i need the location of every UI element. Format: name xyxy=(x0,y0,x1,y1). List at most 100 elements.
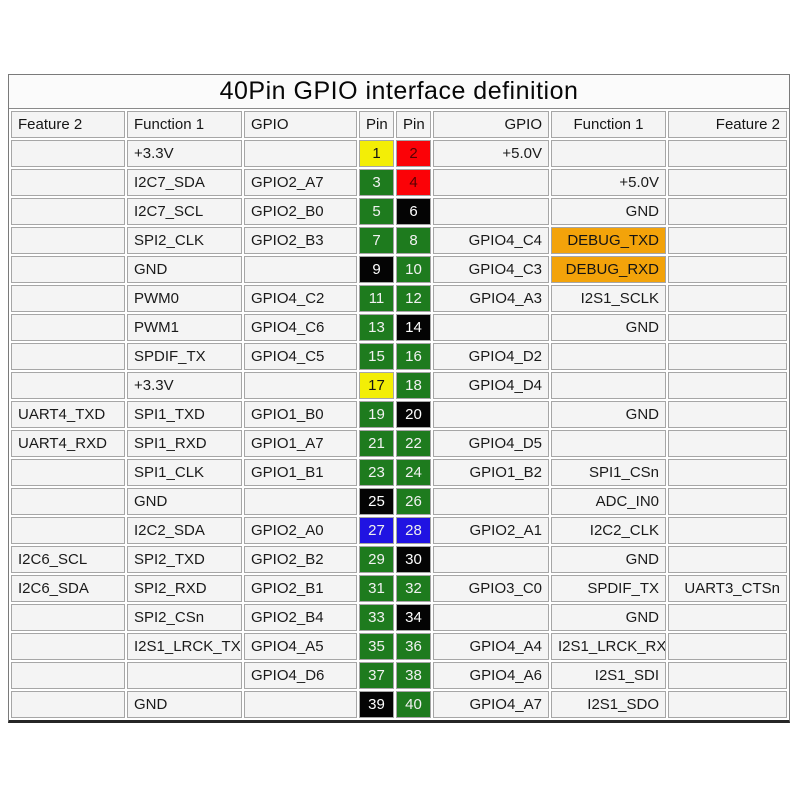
pin-cell-11: 11 xyxy=(359,285,394,312)
gpio-left-cell: GPIO4_C2 xyxy=(244,285,357,312)
pin-row-39-40: GND 39 40 GPIO4_A7 I2S1_SDO xyxy=(11,691,787,718)
gpio-right-cell: +5.0V xyxy=(433,140,549,167)
pin-cell-27: 27 xyxy=(359,517,394,544)
gpio-left-cell: GPIO2_B0 xyxy=(244,198,357,225)
pin-cell-15: 15 xyxy=(359,343,394,370)
pin-cell-37: 37 xyxy=(359,662,394,689)
pinout-grid: Feature 2 Function 1 GPIO Pin Pin GPIO F… xyxy=(9,109,789,720)
pin-cell-14: 14 xyxy=(396,314,431,341)
pin-row-13-14: PWM1 GPIO4_C6 13 14 GND xyxy=(11,314,787,341)
gpio-left-cell: GPIO4_A5 xyxy=(244,633,357,660)
function1-right-cell: SPDIF_TX xyxy=(551,575,666,602)
header-feature2-right: Feature 2 xyxy=(668,111,787,138)
gpio-left-cell: GPIO2_A0 xyxy=(244,517,357,544)
pin-cell-16: 16 xyxy=(396,343,431,370)
function1-left-cell: SPI1_TXD xyxy=(127,401,242,428)
gpio-right-cell xyxy=(433,401,549,428)
feature2-right-cell xyxy=(668,430,787,457)
function1-right-cell: DEBUG_TXD xyxy=(551,227,666,254)
pin-row-3-4: I2C7_SDA GPIO2_A7 3 4 +5.0V xyxy=(11,169,787,196)
gpio-left-cell: GPIO1_B1 xyxy=(244,459,357,486)
feature2-right-cell xyxy=(668,546,787,573)
gpio-right-cell: GPIO4_A4 xyxy=(433,633,549,660)
pin-cell-28: 28 xyxy=(396,517,431,544)
feature2-right-cell xyxy=(668,604,787,631)
feature2-left-cell xyxy=(11,227,125,254)
function1-right-cell: GND xyxy=(551,198,666,225)
pin-cell-22: 22 xyxy=(396,430,431,457)
pin-row-5-6: I2C7_SCL GPIO2_B0 5 6 GND xyxy=(11,198,787,225)
gpio-right-cell: GPIO4_C3 xyxy=(433,256,549,283)
gpio-left-cell xyxy=(244,691,357,718)
function1-right-cell xyxy=(551,372,666,399)
function1-right-cell xyxy=(551,343,666,370)
pin-row-17-18: +3.3V 17 18 GPIO4_D4 xyxy=(11,372,787,399)
pin-cell-2: 2 xyxy=(396,140,431,167)
gpio-left-cell: GPIO4_C6 xyxy=(244,314,357,341)
gpio-left-cell: GPIO1_A7 xyxy=(244,430,357,457)
pin-row-27-28: I2C2_SDA GPIO2_A0 27 28 GPIO2_A1 I2C2_CLK xyxy=(11,517,787,544)
feature2-right-cell xyxy=(668,662,787,689)
function1-left-cell: I2C7_SDA xyxy=(127,169,242,196)
feature2-right-cell: UART3_CTSn xyxy=(668,575,787,602)
feature2-left-cell xyxy=(11,604,125,631)
pin-cell-19: 19 xyxy=(359,401,394,428)
pin-cell-30: 30 xyxy=(396,546,431,573)
gpio-left-cell xyxy=(244,140,357,167)
pin-cell-10: 10 xyxy=(396,256,431,283)
feature2-right-cell xyxy=(668,256,787,283)
pin-row-25-26: GND 25 26 ADC_IN0 xyxy=(11,488,787,515)
function1-right-cell xyxy=(551,430,666,457)
pin-cell-29: 29 xyxy=(359,546,394,573)
gpio-pinout-table: 40Pin GPIO interface definition Feature … xyxy=(8,74,790,723)
feature2-left-cell xyxy=(11,140,125,167)
pin-row-37-38: GPIO4_D6 37 38 GPIO4_A6 I2S1_SDI xyxy=(11,662,787,689)
feature2-left-cell xyxy=(11,256,125,283)
function1-left-cell: PWM1 xyxy=(127,314,242,341)
function1-right-cell xyxy=(551,140,666,167)
pin-row-19-20: UART4_TXD SPI1_TXD GPIO1_B0 19 20 GND xyxy=(11,401,787,428)
pin-cell-25: 25 xyxy=(359,488,394,515)
pin-row-23-24: SPI1_CLK GPIO1_B1 23 24 GPIO1_B2 SPI1_CSn xyxy=(11,459,787,486)
function1-right-cell: GND xyxy=(551,546,666,573)
header-function1-left: Function 1 xyxy=(127,111,242,138)
pin-cell-3: 3 xyxy=(359,169,394,196)
header-function1-right: Function 1 xyxy=(551,111,666,138)
pin-cell-40: 40 xyxy=(396,691,431,718)
function1-left-cell: I2C2_SDA xyxy=(127,517,242,544)
feature2-left-cell xyxy=(11,459,125,486)
function1-left-cell: +3.3V xyxy=(127,372,242,399)
function1-left-cell xyxy=(127,662,242,689)
function1-right-cell: GND xyxy=(551,401,666,428)
pin-cell-21: 21 xyxy=(359,430,394,457)
feature2-left-cell xyxy=(11,198,125,225)
pin-cell-38: 38 xyxy=(396,662,431,689)
pin-cell-5: 5 xyxy=(359,198,394,225)
feature2-right-cell xyxy=(668,227,787,254)
function1-right-cell: GND xyxy=(551,604,666,631)
feature2-right-cell xyxy=(668,314,787,341)
gpio-right-cell xyxy=(433,198,549,225)
pin-cell-36: 36 xyxy=(396,633,431,660)
function1-left-cell: SPI1_CLK xyxy=(127,459,242,486)
pin-cell-35: 35 xyxy=(359,633,394,660)
function1-right-cell: ADC_IN0 xyxy=(551,488,666,515)
gpio-right-cell: GPIO4_A3 xyxy=(433,285,549,312)
pin-row-31-32: I2C6_SDA SPI2_RXD GPIO2_B1 31 32 GPIO3_C0 SPDI… xyxy=(11,575,787,602)
pin-row-29-30: I2C6_SCL SPI2_TXD GPIO2_B2 29 30 GND xyxy=(11,546,787,573)
feature2-left-cell xyxy=(11,517,125,544)
gpio-left-cell xyxy=(244,372,357,399)
function1-left-cell: SPI2_CSn xyxy=(127,604,242,631)
pin-cell-4: 4 xyxy=(396,169,431,196)
feature2-right-cell xyxy=(668,285,787,312)
pin-cell-7: 7 xyxy=(359,227,394,254)
gpio-right-cell xyxy=(433,169,549,196)
header-feature2-left: Feature 2 xyxy=(11,111,125,138)
gpio-left-cell xyxy=(244,256,357,283)
pin-row-9-10: GND 9 10 GPIO4_C3 DEBUG_RXD xyxy=(11,256,787,283)
pin-cell-1: 1 xyxy=(359,140,394,167)
pin-cell-20: 20 xyxy=(396,401,431,428)
pin-row-35-36: I2S1_LRCK_TX GPIO4_A5 35 36 GPIO4_A4 I2S1_LRC… xyxy=(11,633,787,660)
gpio-right-cell xyxy=(433,488,549,515)
